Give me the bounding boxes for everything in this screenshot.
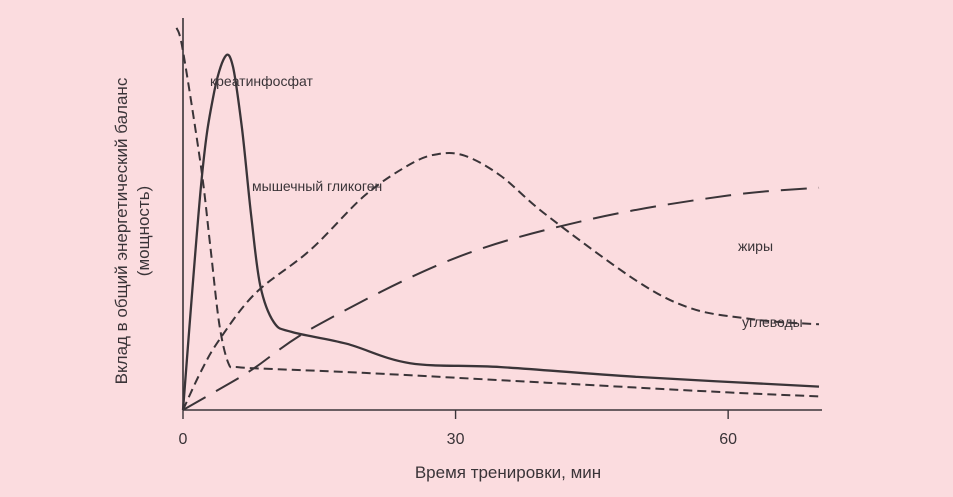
series-myshechny-glikogen-line bbox=[181, 53, 820, 411]
x-tick-label: 60 bbox=[719, 431, 737, 448]
annotation-myshechny-glikogen: мышечный гликоген bbox=[252, 178, 382, 194]
annotation-zhiry: жиры bbox=[738, 238, 773, 254]
x-tick-label: 30 bbox=[447, 431, 465, 448]
x-axis-label: Время тренировки, мин bbox=[415, 463, 601, 482]
y-axis-label-line1: Вклад в общий энергетический баланс bbox=[112, 77, 131, 384]
y-axis-label: Вклад в общий энергетический баланс (мощ… bbox=[112, 77, 153, 384]
annotations-layer: креатинфосфат мышечный гликоген жиры угл… bbox=[210, 73, 803, 330]
series-zhiry-line bbox=[182, 186, 820, 411]
x-tick-label: 0 bbox=[179, 431, 188, 448]
x-ticks: 0 30 60 bbox=[179, 410, 737, 448]
annotation-kreatinfosfat: креатинфосфат bbox=[210, 73, 313, 89]
series-uglevody-line bbox=[182, 152, 820, 411]
series-kreatinfosfat-line bbox=[175, 27, 820, 398]
axes-layer bbox=[182, 18, 822, 411]
annotation-uglevody: углеводы bbox=[742, 314, 803, 330]
y-axis-label-line2: (мощность) bbox=[134, 186, 153, 276]
series-layer bbox=[175, 27, 820, 411]
